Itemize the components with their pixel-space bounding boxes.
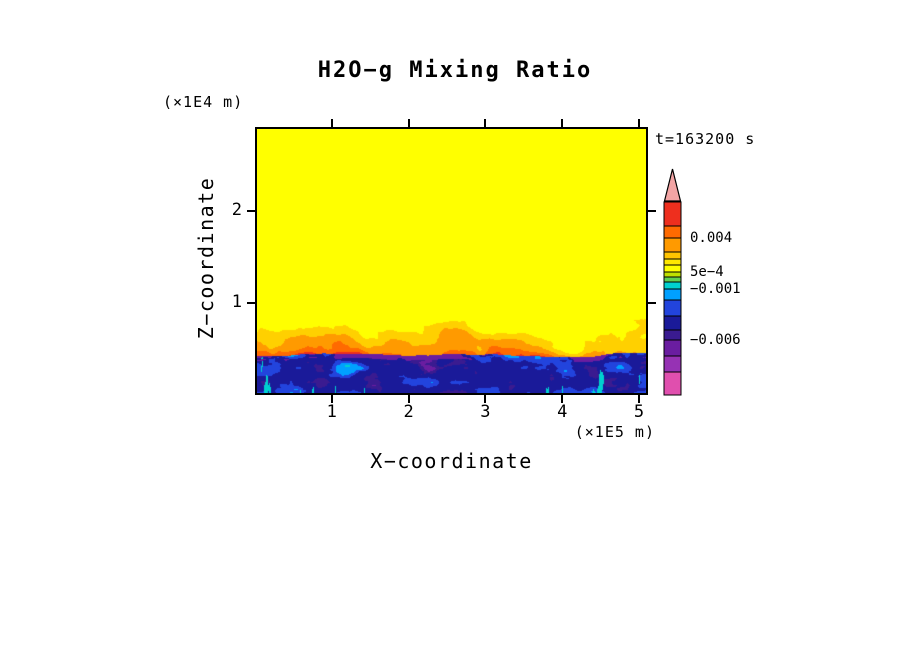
y-tick-mark bbox=[648, 302, 656, 304]
x-tick-mark bbox=[561, 119, 564, 127]
colorbar-segment bbox=[663, 371, 682, 396]
y-axis-units-label: (×1E4 m) bbox=[163, 93, 244, 111]
x-tick-mark bbox=[330, 395, 333, 403]
colorbar-arrow-icon bbox=[663, 168, 682, 202]
colorbar-segment bbox=[663, 201, 682, 227]
colorbar-segment bbox=[663, 339, 682, 357]
x-tick-label: 3 bbox=[480, 402, 491, 422]
colorbar-segment bbox=[663, 264, 682, 273]
y-tick-mark bbox=[648, 210, 656, 212]
x-tick-mark bbox=[638, 119, 640, 127]
x-axis-title: X−coordinate bbox=[370, 449, 533, 473]
x-tick-label: 2 bbox=[403, 402, 414, 422]
x-tick-label: 1 bbox=[326, 402, 337, 422]
colorbar-tick-label: 5e−4 bbox=[690, 264, 724, 281]
x-tick-mark bbox=[561, 395, 564, 403]
y-tick-mark bbox=[247, 302, 255, 304]
x-tick-label: 5 bbox=[633, 402, 645, 422]
colorbar-segment bbox=[663, 237, 682, 253]
x-tick-mark bbox=[638, 395, 640, 403]
colorbar bbox=[663, 201, 682, 396]
colorbar-segment bbox=[663, 329, 682, 341]
y-tick-label: 1 bbox=[231, 292, 242, 312]
colorbar-segment bbox=[663, 225, 682, 239]
plot-title: H2O−g Mixing Ratio bbox=[317, 58, 593, 83]
x-tick-label: 4 bbox=[557, 402, 568, 422]
colorbar-segment bbox=[663, 271, 682, 278]
colorbar-segment bbox=[663, 315, 682, 331]
x-axis-units-label: (×1E5 m) bbox=[574, 423, 655, 441]
colorbar-segment bbox=[663, 251, 682, 260]
x-tick-mark bbox=[484, 119, 487, 127]
colorbar-tick-label: −0.006 bbox=[690, 331, 741, 348]
colorbar-tick-label: 0.004 bbox=[690, 230, 733, 247]
x-tick-mark bbox=[330, 119, 333, 127]
colorbar-segment bbox=[663, 258, 682, 266]
colorbar-segment bbox=[663, 281, 682, 290]
colorbar-segment bbox=[663, 299, 682, 317]
x-tick-mark bbox=[484, 395, 487, 403]
contour-field bbox=[257, 129, 646, 393]
x-tick-mark bbox=[407, 395, 410, 403]
plot-area bbox=[255, 127, 648, 395]
x-tick-mark bbox=[407, 119, 410, 127]
colorbar-segment bbox=[663, 276, 682, 283]
y-tick-mark bbox=[247, 210, 255, 212]
colorbar-tick-label: −0.001 bbox=[690, 281, 741, 298]
colorbar-segment bbox=[663, 288, 682, 301]
colorbar-segment bbox=[663, 355, 682, 373]
time-annotation: t=163200 s bbox=[655, 130, 756, 148]
y-tick-label: 2 bbox=[231, 200, 242, 220]
